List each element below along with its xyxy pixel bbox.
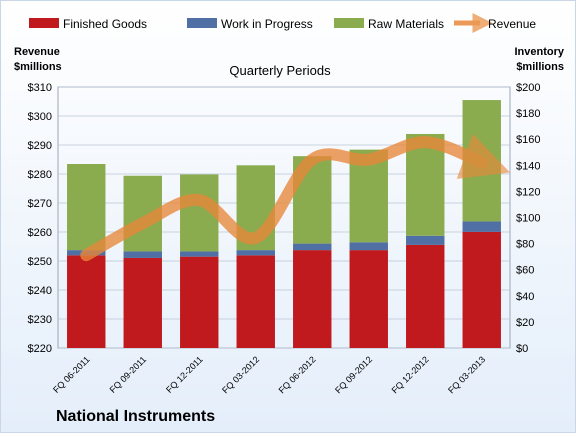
x-tick-label: FQ 12-2011 [164, 354, 205, 395]
bars [67, 100, 501, 348]
right-tick-label: $160 [516, 134, 540, 146]
bar-finished-goods [67, 255, 106, 348]
legend-swatch-work-in-progress [187, 18, 217, 28]
bar-finished-goods [236, 255, 275, 348]
bar-work-in-progress [462, 221, 501, 232]
chart-subtitle: Quarterly Periods [229, 63, 331, 78]
bar-finished-goods [293, 250, 332, 348]
bar-work-in-progress [236, 250, 275, 256]
left-tick-label: $240 [28, 285, 52, 297]
x-tick-label: FQ 09-2012 [333, 354, 374, 395]
legend-label: Revenue [488, 17, 536, 31]
bar-raw-materials [67, 163, 106, 251]
revenue-line [80, 133, 510, 262]
left-tick-label: $230 [28, 314, 52, 326]
left-axis-ticks: $220 $230 $240 $250 $260 $270 $280 $290 $300 $310 [28, 82, 52, 355]
left-tick-label: $270 [28, 198, 52, 210]
left-tick-label: $220 [28, 343, 52, 355]
x-tick-label: FQ 03-2012 [220, 354, 261, 395]
right-axis-label-line1: Inventory [514, 46, 564, 58]
x-tick-label: FQ 12-2012 [390, 354, 431, 395]
right-tick-label: $120 [516, 186, 540, 198]
right-tick-label: $200 [516, 82, 540, 94]
left-tick-label: $250 [28, 256, 52, 268]
bar-work-in-progress [123, 251, 162, 258]
right-tick-label: $100 [516, 213, 540, 225]
right-tick-label: $140 [516, 160, 540, 172]
bar-finished-goods [406, 244, 445, 348]
revenue-line-layer [80, 133, 510, 262]
legend-label: Work in Progress [221, 17, 313, 31]
left-tick-label: $310 [28, 82, 52, 94]
bar-finished-goods [123, 257, 162, 348]
right-tick-label: $0 [516, 343, 528, 355]
right-tick-label: $20 [516, 317, 534, 329]
legend: Finished Goods Work in Progress Raw Materi… [29, 13, 536, 33]
x-tick-label: FQ 03-2013 [446, 354, 487, 395]
left-axis-label-line2: $millions [14, 61, 62, 73]
legend-label: Raw Materials [368, 17, 444, 31]
bar-work-in-progress [180, 251, 219, 257]
legend-swatch-raw-materials [334, 18, 364, 28]
left-tick-label: $300 [28, 111, 52, 123]
bar-finished-goods [462, 231, 501, 348]
right-tick-label: $80 [516, 239, 534, 251]
bar-finished-goods [349, 250, 388, 348]
right-tick-label: $60 [516, 265, 534, 277]
legend-swatch-finished-goods [29, 18, 59, 28]
bar-finished-goods [180, 256, 219, 348]
right-axis-label-line2: $millions [516, 61, 564, 73]
right-tick-label: $180 [516, 108, 540, 120]
bar-work-in-progress [349, 242, 388, 251]
left-tick-label: $260 [28, 227, 52, 239]
x-axis-ticks: FQ 06-2011 FQ 09-2011 FQ 12-2011 FQ 03-2012… [51, 354, 487, 395]
right-tick-label: $40 [516, 291, 534, 303]
legend-label: Finished Goods [63, 17, 147, 31]
bar-raw-materials [406, 133, 445, 236]
x-tick-label: FQ 06-2011 [51, 354, 92, 395]
left-axis-label-line1: Revenue [14, 46, 60, 58]
bar-work-in-progress [293, 243, 332, 251]
x-tick-label: FQ 09-2011 [108, 354, 149, 395]
bar-work-in-progress [406, 235, 445, 245]
x-tick-label: FQ 06-2012 [277, 354, 318, 395]
right-axis-ticks: $0 $20 $40 $60 $80 $100 $120 $140 $160 $180 $200 [516, 82, 540, 355]
left-tick-label: $290 [28, 140, 52, 152]
left-tick-label: $280 [28, 169, 52, 181]
company-name: National Instruments [56, 408, 215, 425]
